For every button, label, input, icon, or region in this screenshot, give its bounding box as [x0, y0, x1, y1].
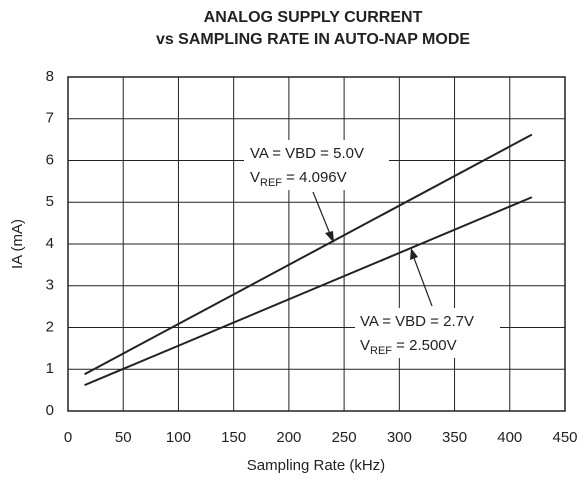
y-tick-label: 6 — [46, 151, 54, 168]
y-tick-label: 3 — [46, 277, 54, 294]
y-axis-label: IA (mA) — [9, 219, 26, 269]
series-line — [84, 196, 533, 387]
annotation-bg — [244, 140, 389, 190]
chart-title: vs SAMPLING RATE IN AUTO-NAP MODE — [156, 31, 470, 48]
annotation: VA = VBD = 2.7V VREF = 2.500V — [355, 248, 500, 358]
annotation: VA = VBD = 5.0V VREF = 4.096V — [244, 140, 389, 243]
y-tick-label: 0 — [46, 402, 54, 419]
annotation-text: VREF = 2.500V — [360, 337, 457, 357]
y-tick-label: 5 — [46, 193, 54, 210]
annotation-text: V — [360, 337, 370, 354]
x-tick-label: 250 — [332, 429, 357, 446]
y-tick-label: 1 — [46, 360, 54, 377]
x-tick-label: 350 — [442, 429, 467, 446]
x-tick-label: 150 — [221, 429, 246, 446]
x-tick-label: 100 — [166, 429, 191, 446]
x-tick-label: 0 — [64, 429, 72, 446]
annotation-subscript: REF — [370, 345, 392, 357]
y-tick-label: 4 — [46, 235, 54, 252]
plot-frame — [67, 76, 566, 412]
y-tick-label: 7 — [46, 110, 54, 127]
annotation-subscript: REF — [260, 177, 282, 189]
annotation-text: VA = VBD = 2.7V — [360, 313, 474, 330]
x-tick-label: 300 — [387, 429, 412, 446]
annotation-text: V — [250, 169, 260, 186]
x-tick-label: 450 — [552, 429, 577, 446]
annotation-arrow — [413, 257, 433, 307]
grid: 0 50 100 150 200 250 300 350 400 450 0 1 2 3 4 5 6 7 8 — [46, 68, 578, 446]
arrow-head — [410, 248, 418, 260]
x-tick-label: 50 — [115, 429, 132, 446]
lines — [84, 133, 533, 387]
y-tick-label: 8 — [46, 68, 54, 85]
chart-title: ANALOG SUPPLY CURRENT — [204, 9, 423, 26]
x-tick-label: 200 — [276, 429, 301, 446]
annotation-text: VA = VBD = 5.0V — [250, 145, 364, 162]
y-tick-label: 2 — [46, 318, 54, 335]
x-tick-label: 400 — [497, 429, 522, 446]
annotation-text: = 4.096V — [282, 169, 347, 186]
annotation-text: VREF = 4.096V — [250, 169, 347, 189]
x-axis-label: Sampling Rate (kHz) — [247, 457, 385, 474]
annotation-bg — [355, 308, 500, 358]
arrow-head — [325, 231, 334, 243]
annotation-text: = 2.500V — [392, 337, 457, 354]
series-line — [84, 133, 533, 376]
annotation-arrow — [312, 191, 331, 235]
